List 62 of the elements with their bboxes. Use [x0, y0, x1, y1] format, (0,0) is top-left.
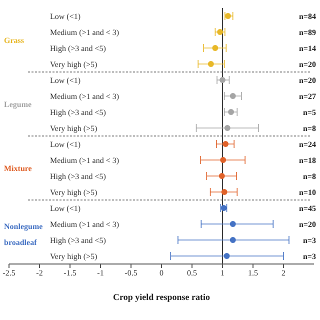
point: [218, 173, 225, 179]
annotation: n=20: [298, 76, 316, 85]
annotation: n=20: [298, 220, 316, 229]
annotation: n=8: [302, 172, 316, 181]
point: [221, 189, 228, 195]
y-tick-label: High (>3 and <5): [50, 44, 106, 53]
x-axis-title: Crop yield response ratio: [113, 292, 210, 302]
annotation: n=3: [302, 236, 316, 245]
y-tick-label: High (>3 and <5): [50, 236, 106, 245]
point: [220, 157, 226, 163]
x-tick-label: -2: [36, 268, 43, 278]
x-tick-label: 1: [220, 268, 224, 278]
y-tick-label: Very high (>5): [50, 124, 98, 133]
annotation: n=18: [298, 156, 316, 165]
point: [230, 237, 236, 243]
annotation: n=45: [298, 204, 316, 213]
point: [224, 125, 230, 131]
x-tick-label: -2.5: [2, 268, 16, 278]
x-tick-label: -1: [97, 268, 104, 278]
x-tick-label: 1.5: [248, 268, 258, 278]
y-tick-label: Low (<1): [50, 140, 81, 149]
y-tick-label: Low (<1): [50, 204, 81, 213]
text: Mixture: [4, 164, 32, 173]
point: [217, 29, 224, 35]
y-tick-label: Medium (>1 and < 3): [50, 92, 120, 101]
text: Nonlegume broadleaf: [4, 222, 44, 247]
text: Grass: [4, 36, 24, 45]
y-tick-label: High (>3 and <5): [50, 172, 106, 181]
annotation: n=10: [298, 188, 316, 197]
annotation: n=24: [298, 140, 316, 149]
y-tick-label: Low (<1): [50, 12, 81, 21]
y-tick-label: High (>3 and <5): [50, 108, 106, 117]
annotation: n=20: [298, 60, 316, 69]
point: [224, 13, 231, 19]
x-tick-label: 0: [160, 268, 164, 278]
y-tick-label: Low (<1): [50, 76, 81, 85]
point: [212, 45, 218, 51]
x-tick-label: -0.5: [124, 268, 138, 278]
point: [228, 109, 234, 115]
y-tick-label: Medium (>1 and < 3): [50, 156, 120, 165]
x-tick-label: 2: [282, 268, 286, 278]
y-tick-label: Medium (>1 and < 3): [50, 220, 120, 229]
point: [230, 93, 236, 99]
annotation: n=89: [298, 28, 316, 37]
y-tick-label: Medium (>1 and < 3): [50, 28, 120, 37]
y-tick-label: Very high (>5): [50, 60, 98, 69]
point: [222, 141, 229, 147]
annotation: n=84: [298, 12, 316, 21]
y-tick-label: Very high (>5): [50, 252, 98, 261]
y-tick-label: Very high (>5): [50, 188, 98, 197]
annotation: n=3: [302, 252, 316, 261]
point: [220, 77, 226, 83]
annotation: n=27: [298, 92, 316, 101]
text: Legume: [4, 100, 32, 109]
x-tick-label: 0.5: [187, 268, 197, 278]
point: [224, 253, 230, 259]
annotation: n=14: [298, 44, 316, 53]
annotation: n=8: [302, 124, 316, 133]
annotation: n=5: [302, 108, 316, 117]
point: [230, 221, 236, 227]
point: [208, 61, 214, 67]
x-tick-label: -1.5: [64, 268, 76, 278]
